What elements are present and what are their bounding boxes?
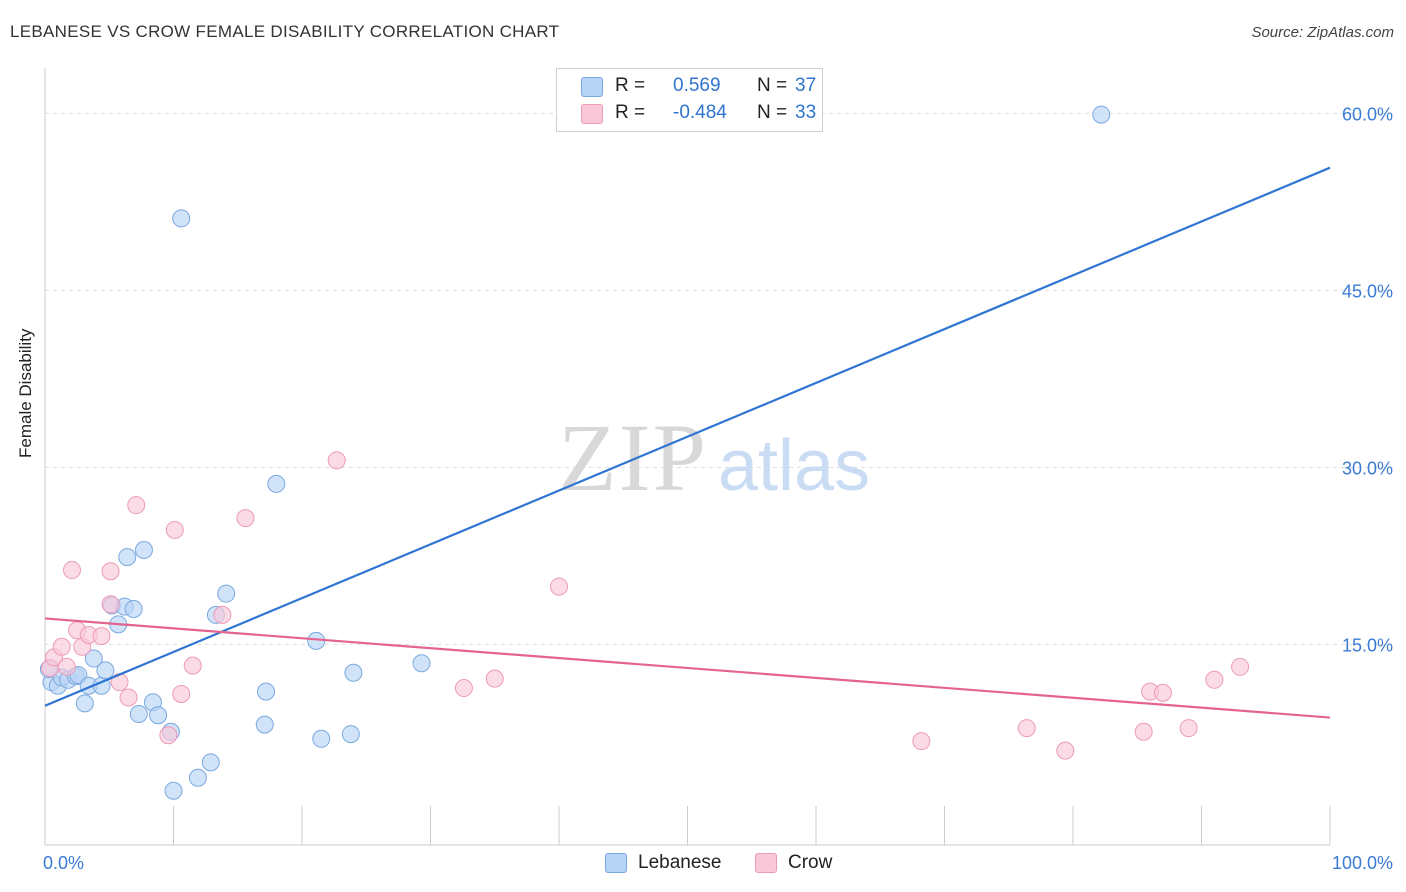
lebanese-point xyxy=(164,781,183,800)
lebanese-legend-label: Lebanese xyxy=(638,852,722,873)
crow-point xyxy=(485,669,504,688)
lebanese-point xyxy=(84,649,103,668)
tick-labels: 15.0% 30.0% 45.0% 60.0% 0.0% 100.0% xyxy=(43,104,1393,873)
crow-point xyxy=(52,637,71,656)
crow-point xyxy=(236,509,255,528)
y-tick-label: 15.0% xyxy=(1342,635,1393,655)
crow-trend-line xyxy=(44,617,1331,719)
watermark-zip: ZIP xyxy=(558,404,708,511)
crow-point xyxy=(183,656,202,675)
crow-point xyxy=(62,561,81,580)
crow-legend-label: Crow xyxy=(788,852,833,873)
x-tick-label: 100.0% xyxy=(1332,853,1393,873)
data-points xyxy=(39,105,1250,800)
crow-point xyxy=(101,595,120,614)
crow-point xyxy=(1056,741,1075,760)
lebanese-point xyxy=(118,548,137,567)
lebanese-point xyxy=(257,682,276,701)
n-value: 33 xyxy=(795,102,817,123)
lebanese-point xyxy=(96,661,115,680)
trend-lines xyxy=(44,166,1331,719)
lebanese-point xyxy=(149,706,168,725)
crow-legend-swatch xyxy=(755,853,777,873)
crow-point xyxy=(1153,683,1172,702)
lebanese-point xyxy=(75,694,94,713)
r-value: 0.569 xyxy=(673,75,721,96)
crow-point xyxy=(1134,722,1153,741)
crow-point xyxy=(172,684,191,703)
lebanese-point xyxy=(201,753,220,772)
crow-point xyxy=(454,679,473,698)
crow-point xyxy=(159,726,178,745)
crow-point xyxy=(165,520,184,539)
lebanese-point xyxy=(341,725,360,744)
x-tick-label: 0.0% xyxy=(43,853,84,873)
crow-point xyxy=(213,605,232,624)
r-label: R = xyxy=(615,75,646,96)
crow-point xyxy=(1017,719,1036,738)
crow-point xyxy=(101,562,120,581)
lebanese-point xyxy=(1092,105,1111,124)
crow-point xyxy=(119,688,138,707)
n-label: N = xyxy=(757,102,788,123)
lebanese-point xyxy=(267,474,286,493)
y-tick-label: 45.0% xyxy=(1342,281,1393,301)
y-tick-label: 60.0% xyxy=(1342,104,1393,124)
n-label: N = xyxy=(757,75,788,96)
lebanese-point xyxy=(255,715,274,734)
crow-point xyxy=(1205,670,1224,689)
lebanese-point xyxy=(412,654,431,673)
lebanese-point xyxy=(344,663,363,682)
crow-point xyxy=(327,451,346,470)
lebanese-point xyxy=(172,209,191,228)
r-label: R = xyxy=(615,102,646,123)
axes xyxy=(44,68,1331,846)
crow-point xyxy=(57,657,76,676)
lebanese-point xyxy=(124,600,143,618)
crow-point xyxy=(1179,719,1198,738)
lebanese-point xyxy=(217,584,236,603)
source-label: Source: ZipAtlas.com xyxy=(1251,24,1394,41)
chart-title: LEBANESE VS CROW FEMALE DISABILITY CORRE… xyxy=(10,22,560,41)
crow-point xyxy=(912,732,931,751)
lebanese-legend-swatch xyxy=(605,853,627,873)
lebanese-point xyxy=(312,729,331,748)
crow-point xyxy=(92,627,111,646)
watermark-atlas: atlas xyxy=(718,426,870,506)
lebanese-trend-line xyxy=(44,166,1331,707)
lebanese-point xyxy=(188,768,207,787)
grid-lines xyxy=(45,112,1392,645)
crow-point xyxy=(1231,657,1250,676)
stats-legend: R = 0.569 N = 37 R = -0.484 N = 33 xyxy=(556,68,823,132)
lebanese-point xyxy=(134,541,153,559)
r-value: -0.484 xyxy=(673,102,727,123)
lebanese-swatch xyxy=(581,77,603,97)
n-value: 37 xyxy=(795,75,817,96)
crow-swatch xyxy=(581,104,603,124)
y-tick-label: 30.0% xyxy=(1342,458,1393,478)
crow-point xyxy=(127,496,146,515)
lebanese-point xyxy=(129,705,148,724)
crow-point xyxy=(550,577,568,596)
